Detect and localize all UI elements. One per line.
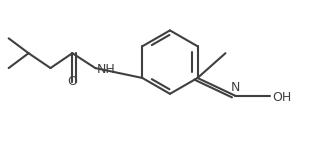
Text: O: O xyxy=(67,75,77,88)
Text: N: N xyxy=(231,81,240,94)
Text: NH: NH xyxy=(97,63,116,76)
Text: OH: OH xyxy=(272,91,291,104)
